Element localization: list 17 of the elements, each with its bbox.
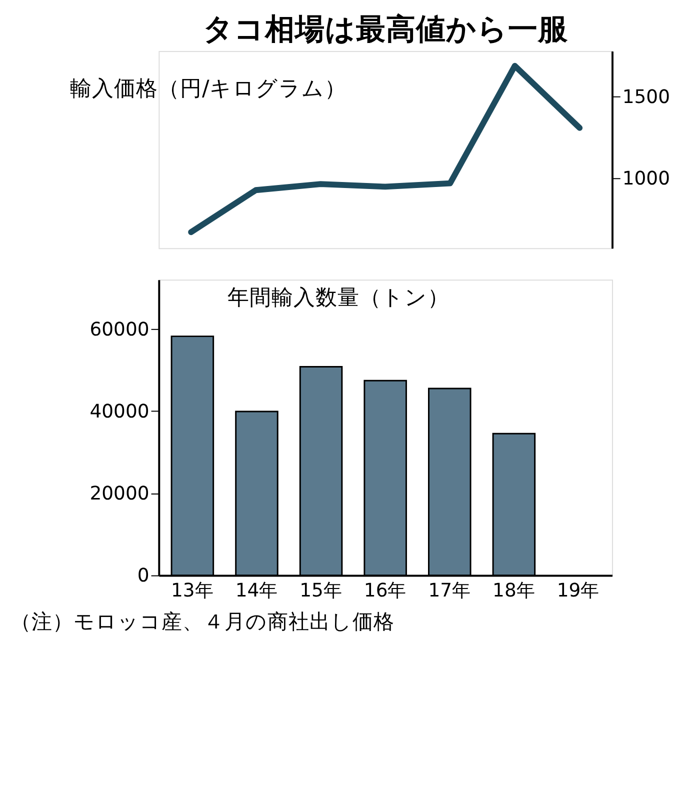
chart-title: タコ相場は最高値から一服 bbox=[202, 12, 569, 46]
x-tick-label: 14年 bbox=[235, 580, 278, 602]
x-tick-label: 16年 bbox=[364, 580, 407, 602]
y-axis-title: 年間輸入数量（トン） bbox=[228, 285, 450, 310]
x-tick-label: 17年 bbox=[428, 580, 472, 602]
y-tick-label: 20000 bbox=[90, 484, 150, 505]
x-tick-label: 19年 bbox=[556, 580, 600, 602]
y-tick-label: 1500 bbox=[622, 87, 670, 108]
text: （注）モロッコ産、４月の商社出し価格 bbox=[10, 610, 394, 634]
y-tick-label: 60000 bbox=[90, 319, 150, 340]
y-tick-label: 0 bbox=[137, 566, 150, 587]
x-tick-label: 18年 bbox=[492, 580, 536, 602]
x-tick-label: 15年 bbox=[300, 580, 342, 602]
y-tick-label: 40000 bbox=[90, 401, 150, 422]
y-tick-label: 1000 bbox=[622, 168, 670, 190]
y-axis-title: 輸入価格（円/キログラム） bbox=[70, 76, 346, 102]
x-tick-label: 13年 bbox=[171, 580, 214, 602]
